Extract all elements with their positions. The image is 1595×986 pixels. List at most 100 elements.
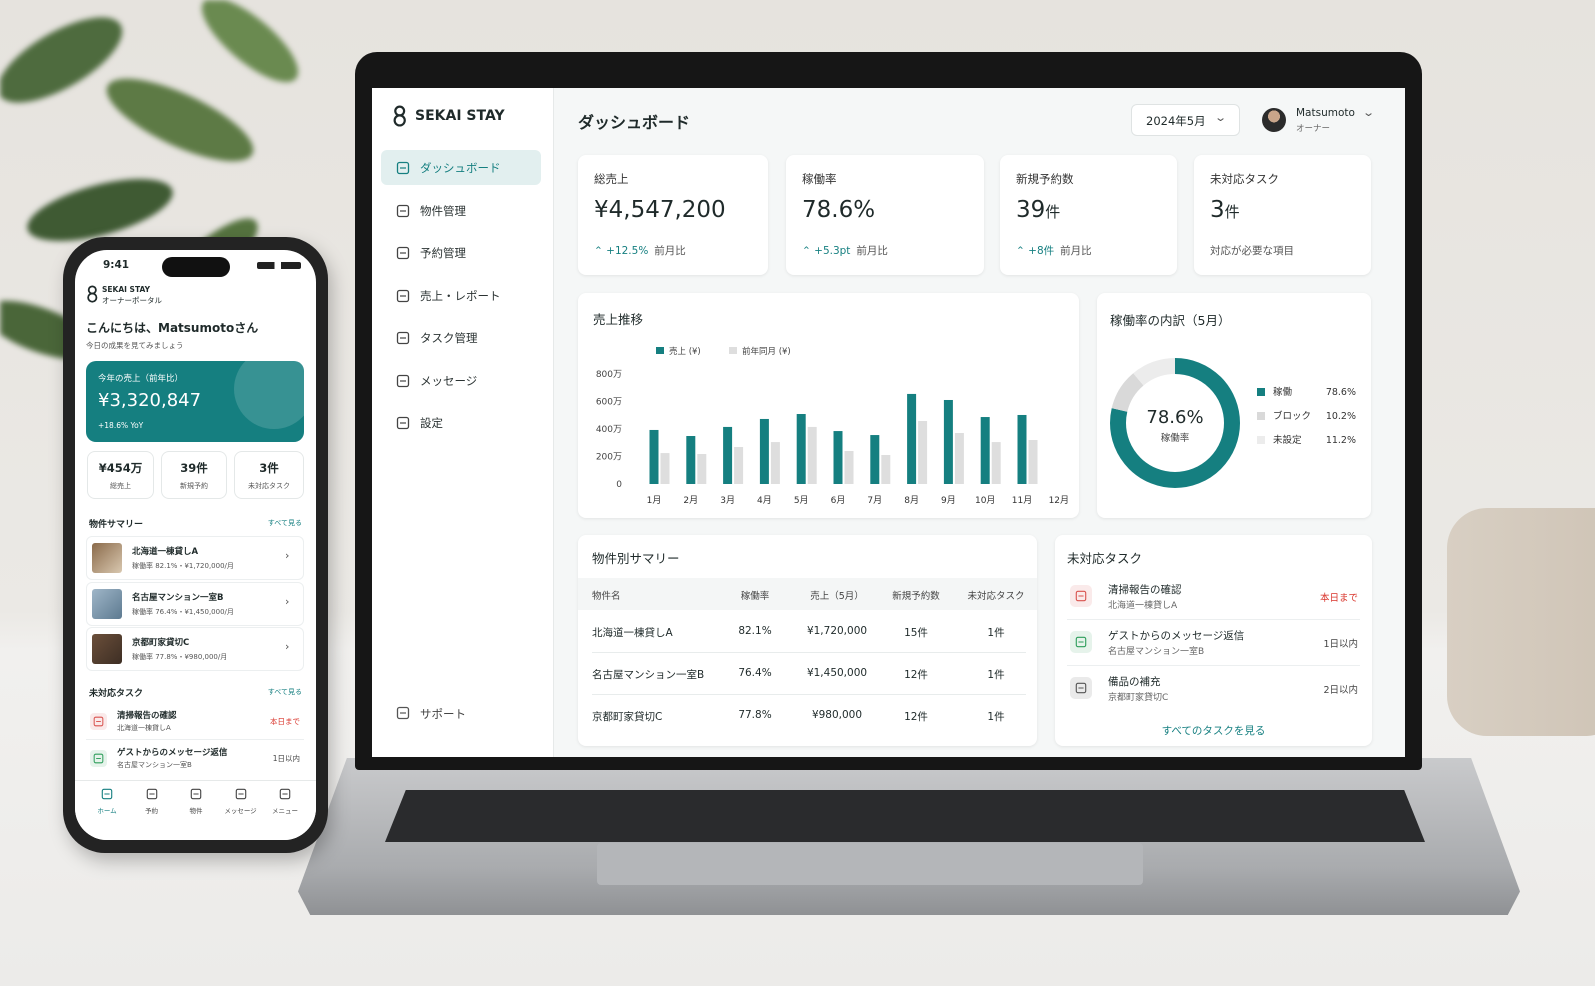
legend-swatch (1257, 412, 1265, 420)
property-table-card: 物件別サマリー 物件名 稼働率 売上（5月） 新規予約数 未対応タスク 北海道一棟貸しA 82… (578, 535, 1037, 746)
tab[interactable]: メニュー (263, 781, 307, 831)
table-cell: 77.8% (738, 709, 772, 721)
tab-icon (190, 788, 202, 800)
task-due: 本日まで (1319, 593, 1358, 604)
bar (660, 453, 670, 484)
x-tick-label: 7月 (867, 495, 882, 506)
task-item[interactable]: 備品の補充 京都町家貸切C 2日以内 (1067, 667, 1360, 711)
icon-shape (396, 246, 410, 260)
task-icon-glyph (1075, 636, 1087, 648)
bar (954, 432, 964, 484)
task-icon-glyph (93, 753, 104, 764)
legend-label: 未設定 (1273, 434, 1302, 446)
nav-item[interactable]: 予約管理 (381, 235, 541, 270)
tab-icon (146, 788, 157, 800)
nav-item[interactable]: 設定 (381, 405, 541, 440)
logo-mark (393, 105, 406, 127)
kpi-card: 稼働率 78.6% ⌃ +5.3pt 前月比 (786, 155, 984, 275)
property-name: 名古屋マンション一室B (132, 592, 224, 603)
icon-shape (396, 289, 410, 302)
x-tick-label: 9月 (941, 495, 956, 506)
kpi-change: +8件 (1028, 245, 1055, 257)
logo-shape (87, 292, 98, 303)
legend-value: 78.6% (1326, 387, 1356, 398)
nav-item[interactable]: 物件管理 (381, 193, 541, 228)
icon-shape (396, 374, 410, 387)
kpi-value: 78.6% (802, 197, 875, 223)
tab[interactable]: ホーム (85, 781, 129, 831)
legend-swatch (729, 347, 737, 354)
property-thumb (92, 588, 122, 619)
task-title: 備品の補充 (1108, 676, 1161, 688)
tasks-link[interactable]: すべてのタスクを見る (1161, 725, 1266, 737)
bar (723, 426, 733, 484)
task-property: 名古屋マンション一室B (117, 761, 192, 769)
table-cell: 京都町家貸切C (592, 711, 663, 723)
logo-shape (87, 285, 97, 295)
task-item[interactable]: 清掃報告の確認 北海道一棟貸しA 本日まで (86, 704, 304, 740)
column-header: 売上（5月） (810, 591, 864, 602)
mug (1447, 508, 1595, 736)
section-link[interactable]: すべて見る (267, 688, 302, 696)
kpi-change-row: 対応が必要な項目 (1210, 243, 1294, 258)
bar (807, 426, 817, 484)
kpi-number: 3 (1210, 197, 1225, 223)
page-title: ダッシュボード (578, 113, 691, 132)
nav-item[interactable]: メッセージ (381, 363, 541, 398)
tab-label: 予約 (145, 807, 158, 815)
logo-shape (393, 114, 406, 127)
nav-label: 売上・レポート (420, 288, 501, 303)
tab-icon (101, 788, 113, 800)
nav-label: ダッシュボード (420, 161, 501, 175)
section-link[interactable]: すべて見る (267, 519, 302, 527)
property-thumb (92, 543, 122, 573)
task-icon-glyph (1075, 682, 1087, 694)
property-item[interactable]: 京都町家貸切C 稼働率 77.8%・¥980,000/月 › (86, 627, 304, 671)
support-icon (396, 706, 410, 720)
legend-label: 稼働 (1273, 386, 1293, 398)
kpi-arrow: ⌃ (802, 245, 815, 257)
nav-item[interactable]: 売上・レポート (381, 278, 541, 313)
task-item[interactable]: 清掃報告の確認 北海道一棟貸しA 本日まで (1067, 575, 1360, 620)
table-cell: 12件 (904, 669, 928, 681)
table-cell: 1件 (987, 711, 1005, 723)
y-tick-label: 200万 (596, 453, 622, 463)
kpi-change-row: ⌃ +5.3pt 前月比 (802, 243, 888, 258)
support-link[interactable]: サポート (381, 698, 541, 728)
nav-icon (396, 204, 410, 217)
tab[interactable]: 物件 (174, 781, 218, 831)
kpi-number: 39 (1016, 197, 1046, 223)
kpi-unit: 件 (1045, 203, 1061, 221)
phone-brand: SEKAI STAY (102, 285, 150, 294)
user-role: オーナー (1296, 124, 1331, 134)
nav-item[interactable]: ダッシュボード (381, 150, 541, 185)
stat-box: 39件 新規予約 (161, 451, 227, 499)
stat-box: 3件 未対応タスク (234, 451, 304, 499)
period-select[interactable]: 2024年5月 ⌄ (1131, 104, 1240, 136)
status-time: 9:41 (103, 259, 130, 271)
hero-card: 今年の売上（前年比） ¥3,320,847 +18.6% YoY (86, 361, 304, 442)
chevron: › (285, 594, 290, 608)
tab[interactable]: 予約 (130, 781, 174, 831)
icon-shape (396, 204, 410, 217)
bar (649, 429, 659, 484)
task-due: 1日以内 (272, 754, 300, 763)
stat-value: ¥454万 (98, 461, 143, 475)
task-item[interactable]: ゲストからのメッセージ返信 名古屋マンション一室B 1日以内 (1067, 621, 1360, 666)
sales-chart-card: 売上推移 0 200万 400万 600万 800万 売上 (¥) 前年同月 (¥) 1月 2月 3… (578, 293, 1079, 518)
kpi-label: 稼働率 (802, 172, 837, 186)
stat-box: ¥454万 総売上 (87, 451, 154, 499)
user-menu[interactable]: Matsumoto オーナー ⌄ (1260, 104, 1380, 138)
task-icon (1070, 677, 1092, 699)
bar (980, 417, 990, 484)
nav-item[interactable]: タスク管理 (381, 320, 541, 355)
bar-chart: 0 200万 400万 600万 800万 売上 (¥) 前年同月 (¥) 1月 2月 3月 4月 5… (596, 346, 1069, 506)
property-item[interactable]: 名古屋マンション一室B 稼働率 76.4%・¥1,450,000/月 › (86, 581, 304, 626)
kpi-note: 前月比 (1060, 245, 1092, 257)
property-item[interactable]: 北海道一棟貸しA 稼働率 82.1%・¥1,720,000/月 › (86, 536, 304, 580)
bar (770, 442, 780, 484)
kpi-change-row: ⌃ +8件 前月比 (1016, 243, 1092, 258)
task-item[interactable]: ゲストからのメッセージ返信 名古屋マンション一室B 1日以内 (86, 741, 304, 776)
x-tick-label: 5月 (794, 495, 809, 506)
tab[interactable]: メッセージ (219, 781, 263, 831)
